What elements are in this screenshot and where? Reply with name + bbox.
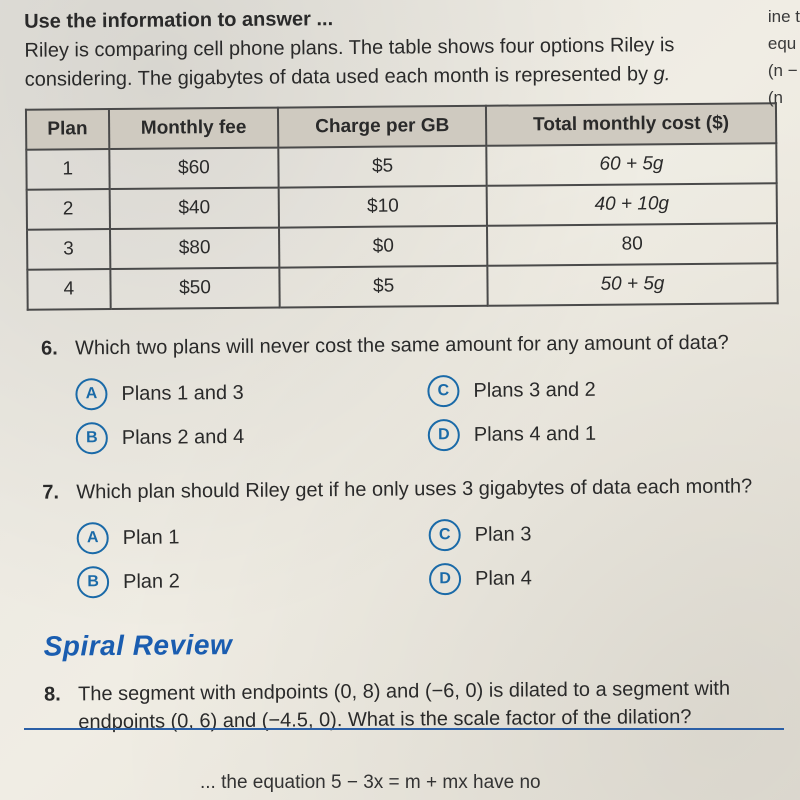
bubble-c-icon: C bbox=[429, 519, 461, 551]
cell: 3 bbox=[27, 229, 110, 270]
col-chargepergb: Charge per GB bbox=[278, 106, 486, 148]
choice-label: Plans 3 and 2 bbox=[473, 378, 596, 402]
bubble-d-icon: D bbox=[428, 419, 460, 451]
intro-line2: considering. The gigabytes of data used … bbox=[25, 63, 654, 90]
choice-label: Plan 4 bbox=[475, 567, 532, 590]
q8-number: 8. bbox=[44, 680, 78, 708]
next-page-edge: ine t equ (n − (n bbox=[766, 0, 800, 120]
col-totalcost: Total monthly cost ($) bbox=[486, 103, 776, 146]
intro-line1: Riley is comparing cell phone plans. The… bbox=[24, 34, 674, 62]
q7-text: Which plan should Riley get if he only u… bbox=[76, 472, 780, 506]
choice-label: Plans 2 and 4 bbox=[122, 425, 245, 449]
table-row: 4 $50 $5 50 + 5g bbox=[27, 263, 777, 310]
q7-choices: A Plan 1 C Plan 3 B Plan 2 D Plan 4 bbox=[77, 510, 782, 604]
edge-frag: equ bbox=[768, 33, 800, 56]
choice-label: Plans 1 and 3 bbox=[121, 381, 244, 405]
bubble-d-icon: D bbox=[429, 563, 461, 595]
bubble-c-icon: C bbox=[427, 375, 459, 407]
cell: 1 bbox=[26, 149, 109, 190]
question-7: 7. Which plan should Riley get if he onl… bbox=[42, 472, 780, 506]
table-row: 2 $40 $10 40 + 10g bbox=[27, 183, 777, 230]
q6-choice-c[interactable]: C Plans 3 and 2 bbox=[427, 372, 779, 407]
edge-frag: (n bbox=[768, 87, 800, 110]
bottom-fragment: ... the equation 5 − 3x = m + mx have no bbox=[200, 772, 541, 794]
table-row: 1 $60 $5 60 + 5g bbox=[26, 143, 776, 190]
plans-table: Plan Monthly fee Charge per GB Total mon… bbox=[25, 102, 779, 311]
cell: $80 bbox=[110, 228, 280, 269]
q6-choice-a[interactable]: A Plans 1 and 3 bbox=[75, 375, 427, 410]
bubble-b-icon: B bbox=[76, 422, 108, 454]
choice-label: Plan 2 bbox=[123, 570, 180, 593]
intro-text: Use the information to answer ... Riley … bbox=[24, 1, 777, 95]
bubble-a-icon: A bbox=[75, 378, 107, 410]
intro-bold: Use the information to answer ... bbox=[24, 8, 333, 33]
cell: $0 bbox=[279, 226, 487, 268]
cell: 4 bbox=[27, 269, 110, 310]
choice-label: Plan 1 bbox=[123, 526, 180, 549]
cell: 40 + 10g bbox=[487, 183, 777, 226]
cell: 2 bbox=[27, 189, 110, 230]
cell: 60 + 5g bbox=[486, 143, 776, 186]
cell: $5 bbox=[279, 146, 487, 188]
spiral-review-heading: Spiral Review bbox=[44, 624, 782, 662]
intro-var-g: g. bbox=[653, 63, 670, 85]
handwritten-underline bbox=[24, 728, 784, 730]
q6-choice-b[interactable]: B Plans 2 and 4 bbox=[76, 419, 428, 454]
col-monthlyfee: Monthly fee bbox=[109, 108, 279, 149]
cell: $5 bbox=[280, 266, 488, 308]
edge-frag: (n − bbox=[768, 60, 800, 83]
q7-choice-a[interactable]: A Plan 1 bbox=[77, 519, 429, 554]
q7-choice-c[interactable]: C Plan 3 bbox=[429, 516, 781, 551]
question-6: 6. Which two plans will never cost the s… bbox=[41, 328, 779, 362]
q7-number: 7. bbox=[42, 478, 76, 506]
cell: $60 bbox=[109, 148, 279, 189]
q6-choices: A Plans 1 and 3 C Plans 3 and 2 B Plans … bbox=[75, 366, 780, 460]
cell: $10 bbox=[279, 186, 487, 228]
q7-choice-d[interactable]: D Plan 4 bbox=[429, 560, 781, 595]
cell: 50 + 5g bbox=[487, 263, 777, 306]
q6-text: Which two plans will never cost the same… bbox=[75, 328, 779, 362]
q6-number: 6. bbox=[41, 334, 75, 362]
bubble-a-icon: A bbox=[77, 522, 109, 554]
cell: $40 bbox=[109, 188, 279, 229]
q6-choice-d[interactable]: D Plans 4 and 1 bbox=[428, 416, 780, 451]
edge-frag: ine t bbox=[768, 6, 800, 29]
table-row: 3 $80 $0 80 bbox=[27, 223, 777, 270]
page-content: Use the information to answer ... Riley … bbox=[0, 0, 800, 737]
bubble-b-icon: B bbox=[77, 566, 109, 598]
cell: $50 bbox=[110, 268, 280, 309]
table-header-row: Plan Monthly fee Charge per GB Total mon… bbox=[26, 103, 776, 150]
col-plan: Plan bbox=[26, 109, 109, 150]
q7-choice-b[interactable]: B Plan 2 bbox=[77, 563, 429, 598]
cell: 80 bbox=[487, 223, 777, 266]
choice-label: Plan 3 bbox=[475, 523, 532, 546]
choice-label: Plans 4 and 1 bbox=[474, 422, 597, 446]
